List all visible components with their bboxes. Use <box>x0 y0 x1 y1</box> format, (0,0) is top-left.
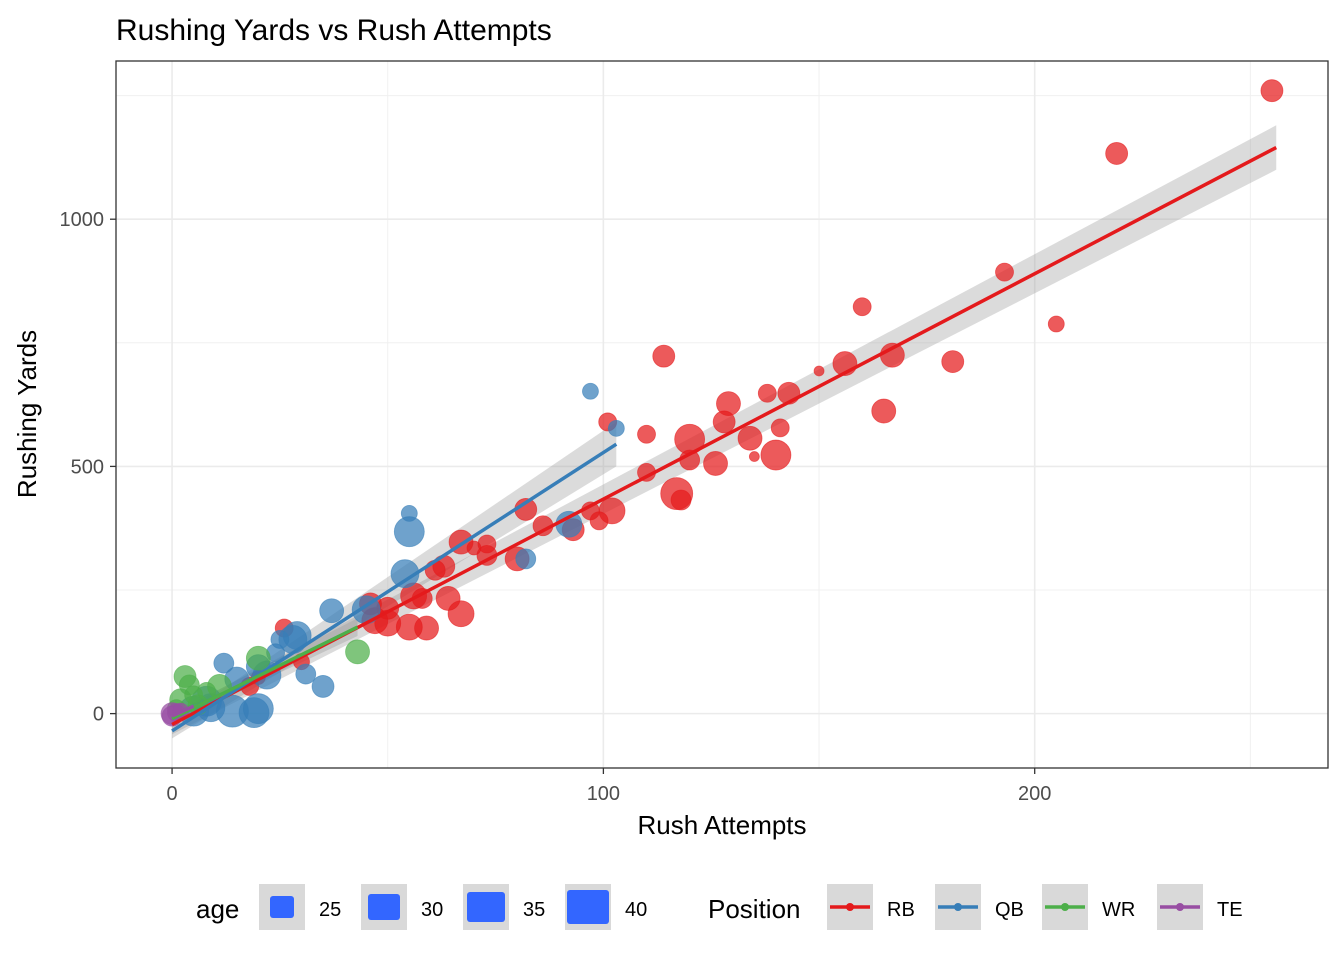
point-rb <box>871 398 897 424</box>
legend-age-label: 30 <box>421 899 443 921</box>
legend-position-key-dot-wr <box>1061 903 1069 911</box>
point-wr <box>345 639 370 665</box>
point-rb <box>424 559 446 581</box>
point-rb <box>770 418 790 438</box>
point-rb <box>760 439 792 471</box>
y-axis-label: Rushing Yards <box>12 330 42 498</box>
point-rb <box>637 424 656 444</box>
point-rb <box>1047 315 1065 333</box>
trend-line-wr <box>171 625 359 721</box>
point-rb <box>737 425 763 451</box>
legend-age-title: age <box>196 894 239 924</box>
x-tick-label: 0 <box>167 783 178 805</box>
legend-position-key-dot-te <box>1176 903 1184 911</box>
legend-position-key-dot-rb <box>846 903 854 911</box>
point-rb <box>652 344 676 368</box>
point-qb <box>393 516 425 548</box>
point-qb <box>295 663 317 685</box>
point-rb <box>748 451 760 462</box>
point-qb <box>582 382 599 400</box>
point-qb <box>311 675 335 698</box>
point-rb <box>703 451 728 476</box>
plot-border <box>115 60 1329 769</box>
legend-age-key-25 <box>270 896 294 918</box>
point-rb <box>1105 142 1129 165</box>
y-axis-ticks: 0 500 1000 <box>60 209 116 726</box>
legend-position-label: RB <box>887 899 915 921</box>
point-qb <box>242 693 274 725</box>
chart-title: Rushing Yards vs Rush Attempts <box>116 14 552 47</box>
point-qb <box>319 598 345 624</box>
point-rb <box>1260 79 1284 103</box>
legend-position-key-dot-qb <box>954 903 962 911</box>
x-tick-label: 100 <box>587 783 620 805</box>
legend-age-key-30 <box>368 894 400 920</box>
legend-age: age 25 30 35 40 <box>196 884 647 930</box>
point-qb <box>390 559 420 589</box>
legend-age-label: 25 <box>319 899 341 921</box>
data-points <box>160 79 1284 729</box>
point-rb <box>757 383 777 403</box>
point-qb <box>607 419 625 437</box>
trend-lines <box>171 145 1278 733</box>
x-tick-label: 200 <box>1018 783 1051 805</box>
legend-position-label: WR <box>1102 899 1135 921</box>
legend-age-label: 40 <box>625 899 647 921</box>
legend-position-title: Position <box>708 894 801 924</box>
plot-panel <box>115 60 1329 769</box>
legend-position: Position RB QB WR TE <box>708 884 1243 930</box>
point-rb <box>995 262 1014 282</box>
y-tick-label: 0 <box>93 704 104 726</box>
y-tick-label: 1000 <box>60 209 105 231</box>
trend-line-te <box>171 704 195 718</box>
point-rb <box>941 350 965 373</box>
point-qb <box>213 652 235 674</box>
grid-minor <box>116 61 1328 768</box>
y-tick-label: 500 <box>71 456 104 478</box>
point-rb <box>852 297 872 317</box>
x-axis-label: Rush Attempts <box>637 810 806 840</box>
legend-age-key-40 <box>567 890 609 924</box>
legend-position-label: TE <box>1217 899 1243 921</box>
point-rb <box>435 586 461 611</box>
point-rb <box>670 489 692 511</box>
x-axis-ticks: 0 100 200 <box>167 768 1051 805</box>
point-rb <box>712 410 736 434</box>
legend-age-key-35 <box>467 892 505 922</box>
point-qb <box>555 510 583 538</box>
legend-age-label: 35 <box>523 899 545 921</box>
point-rb <box>813 365 825 377</box>
point-wr <box>245 645 271 671</box>
point-qb <box>515 548 537 570</box>
legend-position-label: QB <box>995 899 1024 921</box>
